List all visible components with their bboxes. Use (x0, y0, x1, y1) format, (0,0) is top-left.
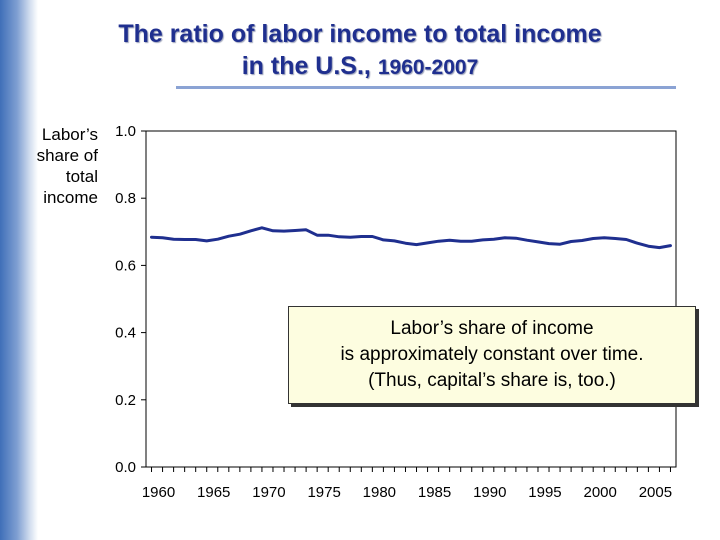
annotation-line: (Thus, capital’s share is, too.) (368, 370, 616, 391)
y-tick-label: 1.0 (115, 123, 136, 140)
annotation-box: Labor’s share of income is approximately… (288, 306, 696, 404)
y-axis-label: Labor’s share of total income (10, 124, 98, 208)
side-gradient-bar (0, 0, 38, 540)
x-tick-label: 1990 (473, 484, 506, 501)
slide-title: The ratio of labor income to total incom… (40, 18, 680, 84)
x-tick-label: 2005 (639, 484, 672, 501)
x-tick-label: 1975 (307, 484, 340, 501)
annotation-line: is approximately constant over time. (340, 344, 644, 365)
title-line-2: in the U.S., 1960-2007 (40, 50, 680, 84)
y-axis-label-line: Labor’s (41, 125, 98, 144)
annotation-line: Labor’s share of income (390, 318, 594, 339)
title-underline (176, 86, 676, 89)
x-tick-label: 2000 (584, 484, 617, 501)
plot-frame (145, 130, 677, 468)
title-years: 1960-2007 (377, 56, 479, 79)
x-tick-label: 1980 (363, 484, 396, 501)
y-tick-label: 0.8 (115, 190, 136, 207)
y-axis-label-line: total (65, 167, 98, 186)
y-tick-label: 0.4 (115, 325, 136, 342)
x-tick-label: 1965 (197, 484, 230, 501)
x-tick-label: 1960 (142, 484, 175, 501)
y-tick-label: 0.6 (115, 257, 136, 274)
title-line-1: The ratio of labor income to total incom… (118, 20, 602, 48)
x-tick-label: 1995 (528, 484, 561, 501)
y-tick-label: 0.0 (115, 459, 136, 476)
y-tick-label: 0.2 (115, 392, 136, 409)
x-tick-label: 1985 (418, 484, 451, 501)
x-tick-label: 1970 (252, 484, 285, 501)
labor-share-line (150, 226, 672, 250)
y-axis-label-line: share of (36, 146, 98, 165)
title-line-2-prefix: in the U.S., (241, 52, 371, 80)
y-axis-label-line: income (43, 188, 98, 207)
